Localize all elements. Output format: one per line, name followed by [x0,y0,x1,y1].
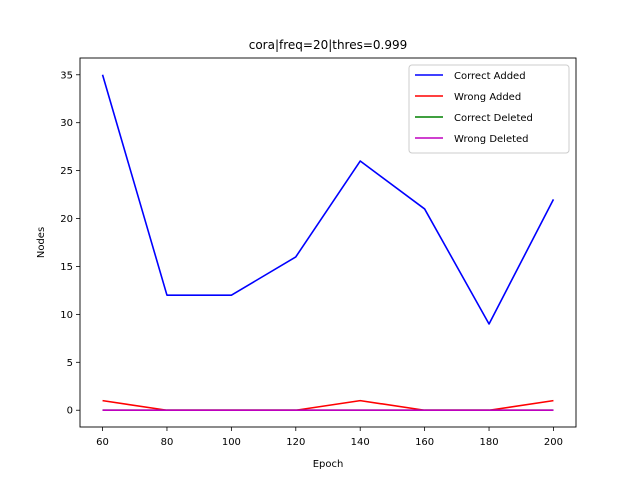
x-axis-ticks: 60 80 100 120 140 160 180 200 [96,427,563,448]
y-tick-label: 5 [67,358,73,369]
x-axis-label: Epoch [313,459,344,470]
plot-frame [79,57,577,428]
series-layer [101,74,555,412]
legend-box [408,64,570,154]
x-tick-label: 140 [351,437,370,448]
chart-title: cora|freq=20|thres=0.999 [249,38,408,52]
legend-label-correct-added: Correct Added [454,71,526,82]
x-tick-label: 200 [544,437,563,448]
series-line-correct-added [101,74,555,325]
y-tick-label: 30 [60,118,73,129]
y-axis-ticks: 0 5 10 15 20 25 30 35 [60,70,80,417]
legend-label-wrong-added: Wrong Added [454,92,521,103]
y-tick-label: 25 [60,166,73,177]
x-tick-label: 80 [161,437,174,448]
legend: Correct Added Wrong Added Correct Deleted W… [408,64,570,154]
x-tick-label: 160 [415,437,434,448]
legend-label-correct-deleted: Correct Deleted [454,113,533,124]
legend-label-wrong-deleted: Wrong Deleted [454,134,529,145]
y-tick-label: 20 [60,214,73,225]
y-tick-label: 15 [60,262,73,273]
x-tick-label: 60 [96,437,109,448]
x-tick-label: 100 [222,437,241,448]
y-tick-label: 35 [60,70,73,81]
y-tick-label: 10 [60,310,73,321]
y-tick-label: 0 [67,406,73,417]
x-tick-label: 180 [479,437,498,448]
x-tick-label: 120 [286,437,305,448]
y-axis-label: Nodes [36,227,47,258]
